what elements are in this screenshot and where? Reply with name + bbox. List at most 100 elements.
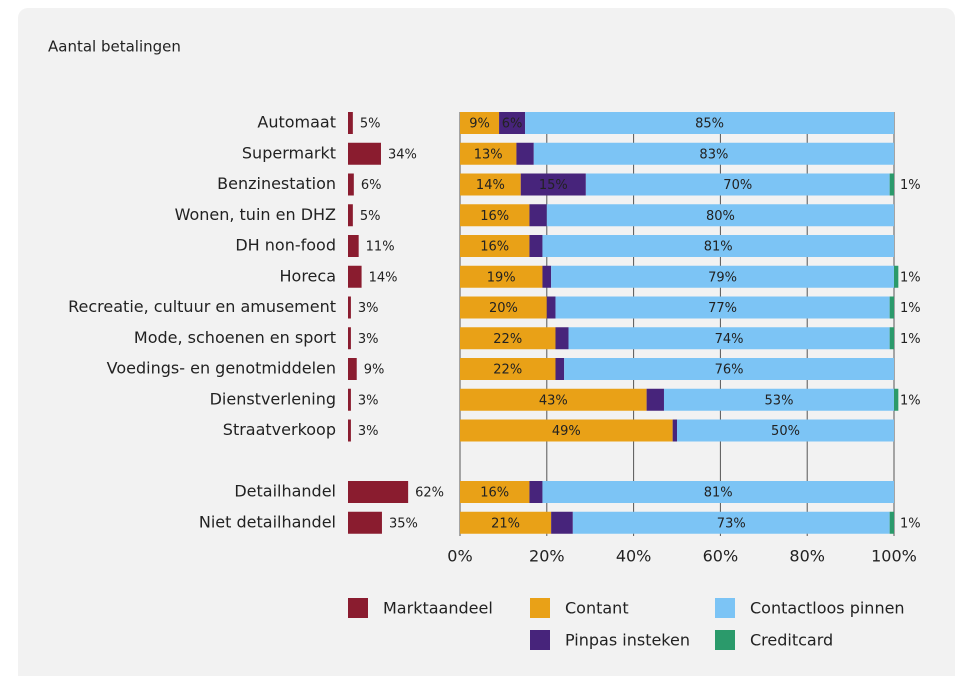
x-tick-label: 0%	[447, 547, 472, 566]
bar-segment	[460, 327, 556, 350]
bar-segment	[677, 419, 894, 442]
data-label: 1%	[900, 516, 921, 531]
bar-segment	[568, 327, 890, 350]
market-share-bar	[348, 481, 409, 503]
category-label: DH non-food	[235, 236, 336, 255]
bar-segment	[520, 173, 586, 196]
category-label: Recreatie, cultuur en amusement	[68, 297, 336, 316]
market-share-label: 3%	[358, 332, 379, 347]
data-label: 20%	[489, 301, 518, 316]
bar-segment	[533, 142, 894, 165]
x-tick-label: 100%	[871, 547, 917, 566]
bar-segment	[894, 388, 899, 411]
market-share-bar	[348, 112, 353, 134]
data-label: 19%	[487, 270, 516, 285]
data-label: 74%	[715, 332, 744, 347]
data-label: 16%	[480, 486, 509, 501]
market-share-label: 9%	[364, 363, 385, 378]
bar-segment	[894, 265, 899, 288]
x-tick-label: 40%	[616, 547, 652, 566]
bar-segment	[889, 173, 894, 196]
bar-segment	[460, 204, 530, 227]
market-share-bar	[348, 511, 382, 534]
bar-segment	[564, 358, 894, 380]
bar-segment	[460, 173, 521, 196]
x-tick-label: 60%	[703, 547, 739, 566]
bar-segment	[551, 511, 573, 534]
category-label: Benzinestation	[217, 174, 336, 193]
market-share-label: 62%	[415, 486, 444, 501]
bar-segment	[572, 511, 890, 534]
data-label: 53%	[765, 393, 794, 408]
market-share-bar	[348, 358, 357, 380]
bar-segment	[460, 296, 547, 319]
category-label: Wonen, tuin en DHZ	[175, 205, 336, 224]
data-label: 1%	[900, 393, 921, 408]
market-share-bar	[348, 327, 351, 350]
data-label: 16%	[480, 209, 509, 224]
category-label: Dienstverlening	[210, 389, 336, 408]
data-label: 22%	[493, 332, 522, 347]
chart-title: Aantal betalingen	[48, 38, 181, 56]
market-share-label: 3%	[358, 301, 379, 316]
bar-segment	[529, 481, 543, 503]
data-label: 1%	[900, 270, 921, 285]
bar-segment	[663, 388, 894, 411]
data-label: 1%	[900, 301, 921, 316]
bar-segment	[460, 419, 673, 442]
category-label: Niet detailhandel	[199, 512, 336, 531]
bar-segment	[585, 173, 890, 196]
bar-segment	[546, 296, 556, 319]
market-share-label: 35%	[389, 516, 418, 531]
legend-swatch	[530, 630, 550, 650]
bar-segment	[546, 204, 894, 227]
bar-segment	[672, 419, 677, 442]
bar-segment	[889, 296, 894, 319]
bar-segment	[516, 142, 534, 165]
market-share-label: 6%	[361, 178, 382, 193]
data-label: 73%	[717, 516, 746, 531]
legend-label: Contactloos pinnen	[750, 599, 905, 618]
market-share-bar	[348, 204, 353, 227]
data-label: 6%	[502, 117, 523, 132]
market-share-bar	[348, 173, 354, 196]
legend-swatch	[348, 598, 368, 618]
data-label: 22%	[493, 363, 522, 378]
bar-segment	[529, 204, 547, 227]
legend-swatch	[715, 630, 735, 650]
legend-label: Contant	[565, 599, 629, 618]
x-tick-label: 80%	[789, 547, 825, 566]
bar-segment	[460, 112, 500, 134]
market-share-bar	[348, 419, 351, 442]
data-label: 14%	[476, 178, 505, 193]
bar-segment	[555, 327, 569, 350]
legend-swatch	[530, 598, 550, 618]
market-share-label: 5%	[360, 209, 381, 224]
bar-segment	[555, 296, 890, 319]
market-share-bar	[348, 296, 351, 319]
category-label: Detailhandel	[234, 482, 336, 501]
bar-segment	[542, 235, 894, 257]
category-label: Horeca	[280, 266, 337, 285]
market-share-label: 3%	[358, 424, 379, 439]
data-label: 83%	[699, 147, 728, 162]
data-label: 49%	[552, 424, 581, 439]
data-label: 81%	[704, 486, 733, 501]
bar-segment	[551, 265, 894, 288]
data-label: 85%	[695, 117, 724, 132]
data-label: 76%	[715, 363, 744, 378]
market-share-label: 14%	[369, 270, 398, 285]
market-share-label: 5%	[360, 117, 381, 132]
category-label: Mode, schoenen en sport	[134, 328, 336, 347]
bar-segment	[889, 511, 894, 534]
data-label: 9%	[469, 117, 490, 132]
market-share-label: 34%	[388, 147, 417, 162]
legend-label: Marktaandeel	[383, 599, 493, 618]
bar-segment	[460, 481, 530, 503]
data-label: 77%	[708, 301, 737, 316]
bar-segment	[525, 112, 894, 134]
legend-label: Creditcard	[750, 631, 833, 650]
bar-segment	[460, 235, 530, 257]
